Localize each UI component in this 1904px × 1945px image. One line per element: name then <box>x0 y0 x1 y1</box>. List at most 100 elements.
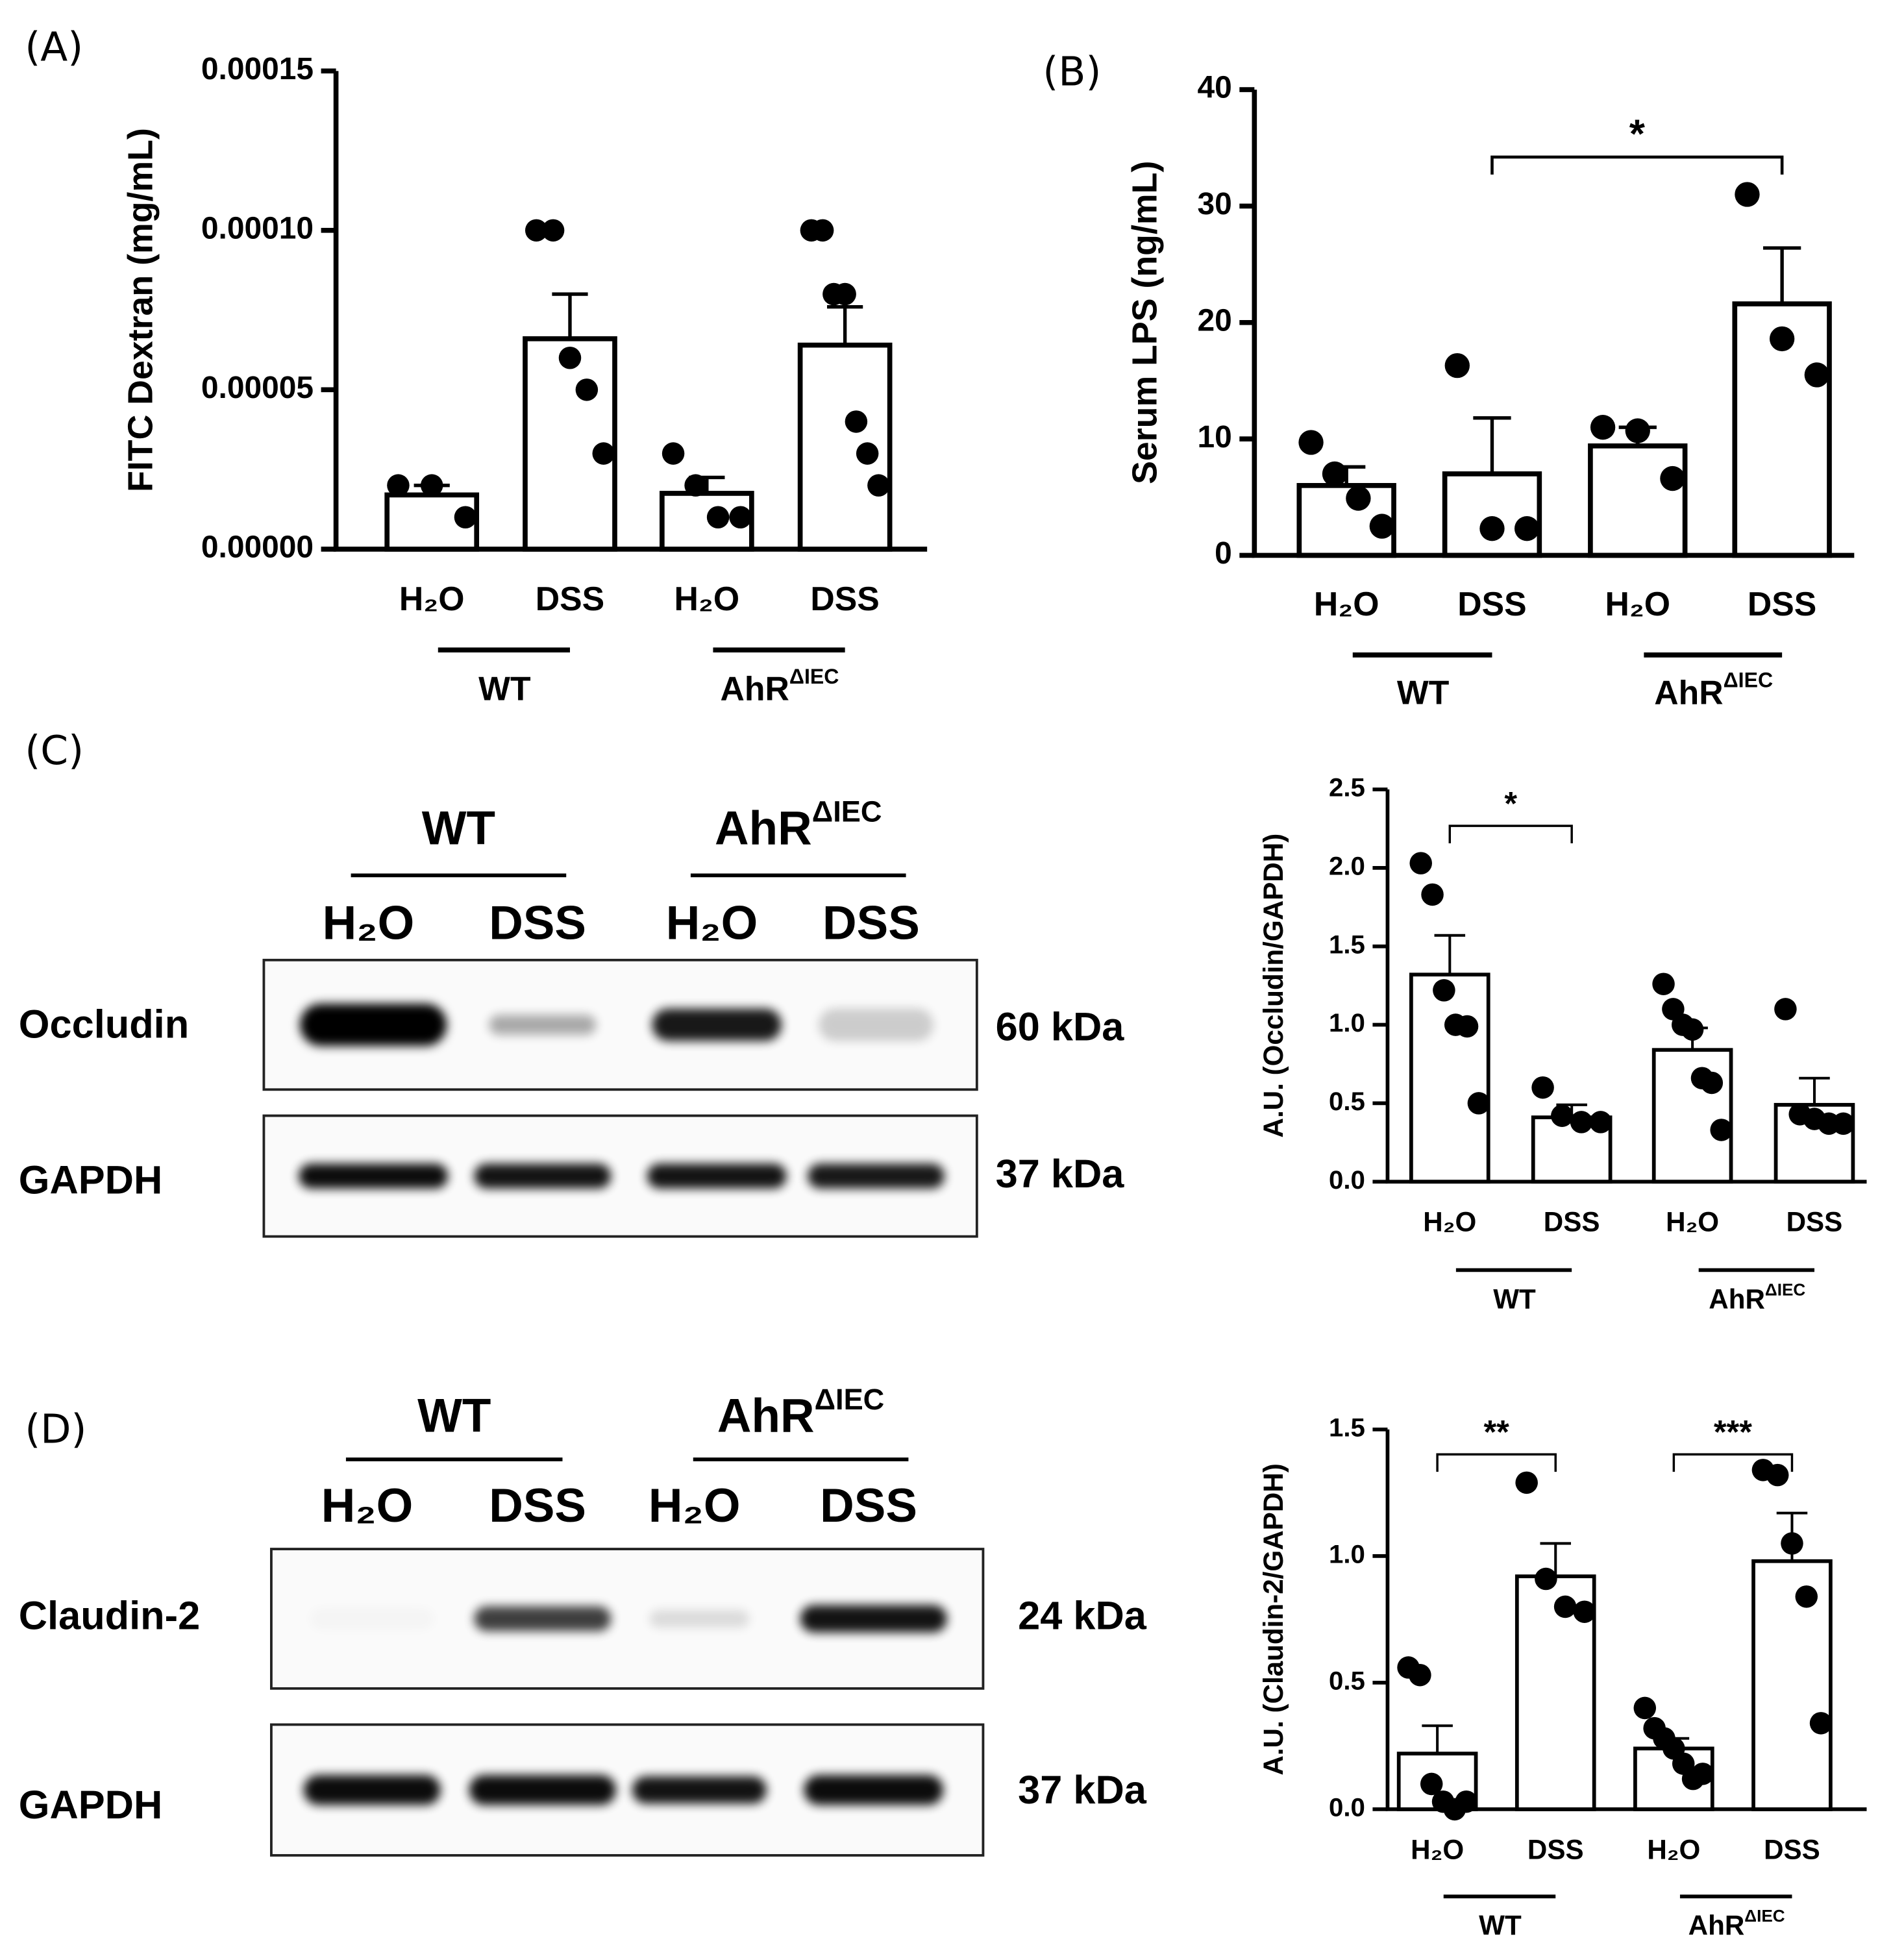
size-label: 37 kDa <box>1018 1768 1147 1813</box>
group-label: WT <box>417 1390 491 1443</box>
x-tick-label: DSS <box>1457 585 1526 623</box>
bar <box>523 336 617 552</box>
y-tick-label: 1.5 <box>1329 1413 1365 1443</box>
y-tick-label: 0.0 <box>1329 1793 1365 1822</box>
group-label-superscript: ΔIEC <box>1765 1280 1805 1299</box>
data-point <box>387 474 410 497</box>
data-point <box>1809 1712 1833 1735</box>
x-tick-label: H₂O <box>1605 585 1670 623</box>
data-point <box>1710 1119 1733 1141</box>
group-label-base: WT <box>478 669 531 707</box>
blot-band <box>632 1776 767 1804</box>
blot-band <box>469 1775 616 1805</box>
y-tick-label: 0.5 <box>1329 1087 1365 1116</box>
group-label: WT <box>478 669 531 707</box>
data-point <box>575 378 599 401</box>
blot-band <box>804 1775 944 1805</box>
group-label-superscript: ΔIEC <box>1724 669 1774 692</box>
data-point <box>1590 414 1616 440</box>
group-label: AhRΔIEC <box>715 795 882 854</box>
panel-label: (C) <box>25 728 84 774</box>
y-tick-label: 0 <box>1215 536 1232 571</box>
group-label-base: WT <box>1479 1910 1522 1940</box>
group-label-base: WT <box>422 802 495 854</box>
lane-label: H₂O <box>666 897 758 949</box>
x-tick-label: H₂O <box>1411 1834 1464 1864</box>
blot-band <box>474 1163 612 1189</box>
bar <box>1409 972 1490 1184</box>
significance-label: * <box>1629 112 1646 157</box>
data-point <box>420 474 443 497</box>
row-label: GAPDH <box>19 1158 163 1202</box>
data-point <box>1515 1471 1538 1494</box>
data-point <box>1652 972 1675 995</box>
y-tick-label: 1.0 <box>1329 1540 1365 1569</box>
group-label-superscript: ΔIEC <box>1744 1906 1785 1926</box>
data-point <box>1514 516 1540 541</box>
y-tick-label: 0.00000 <box>201 530 314 565</box>
lane-label: DSS <box>489 897 586 949</box>
x-tick-label: H₂O <box>1314 585 1379 623</box>
data-point <box>592 442 615 465</box>
significance-label: ** <box>1483 1413 1509 1450</box>
y-tick-label: 20 <box>1198 303 1232 338</box>
data-point <box>1467 1092 1490 1115</box>
lane-label: DSS <box>489 1480 586 1532</box>
row-label: Claudin-2 <box>19 1594 200 1639</box>
data-point <box>1420 1772 1443 1796</box>
group-label: WT <box>1493 1283 1536 1314</box>
row-label: GAPDH <box>19 1783 163 1827</box>
x-tick-label: DSS <box>1764 1834 1820 1864</box>
data-point <box>856 442 879 465</box>
data-point <box>1804 362 1829 388</box>
data-point <box>1700 1071 1724 1095</box>
blot-band <box>474 1606 612 1631</box>
y-axis-title: FITC Dextran (mg/mL) <box>121 128 160 492</box>
x-tick-label: H₂O <box>1666 1207 1719 1237</box>
group-label-base: WT <box>1397 673 1450 711</box>
group-label-superscript: ΔIEC <box>815 1383 885 1416</box>
data-point <box>1479 516 1505 541</box>
bar <box>1732 301 1832 558</box>
blot-band <box>303 1775 441 1805</box>
blot-band <box>808 1163 945 1189</box>
group-label-base: AhR <box>717 1390 815 1443</box>
y-tick-label: 0.0 <box>1329 1165 1365 1195</box>
data-point <box>1409 1663 1431 1687</box>
y-axis-title: A.U. (Occludin/GAPDH) <box>1258 834 1289 1138</box>
group-label: WT <box>1397 673 1450 711</box>
panel-label: (A) <box>25 24 83 70</box>
size-label: 60 kDa <box>996 1004 1125 1049</box>
lane-label: H₂O <box>649 1480 741 1532</box>
group-label-base: WT <box>417 1390 491 1443</box>
data-point <box>1298 430 1324 455</box>
group-label-base: AhR <box>721 669 789 707</box>
data-point <box>1625 418 1650 443</box>
size-label: 24 kDa <box>1018 1594 1147 1639</box>
data-point <box>454 506 477 529</box>
x-tick-label: DSS <box>1748 585 1816 623</box>
group-label-base: AhR <box>1654 673 1723 711</box>
x-tick-label: H₂O <box>674 580 740 617</box>
group-label-superscript: ΔIEC <box>812 795 882 828</box>
data-point <box>1421 883 1444 906</box>
data-point <box>1455 1015 1479 1038</box>
data-point <box>1774 998 1797 1021</box>
group-label: AhRΔIEC <box>1654 669 1773 711</box>
x-tick-label: DSS <box>1527 1834 1584 1864</box>
x-tick-label: H₂O <box>1647 1834 1700 1864</box>
lane-label: H₂O <box>323 897 415 949</box>
y-tick-label: 0.00015 <box>201 52 314 86</box>
data-point <box>1346 486 1371 511</box>
group-label: AhRΔIEC <box>717 1383 884 1443</box>
data-point <box>811 219 834 242</box>
group-label: AhRΔIEC <box>1709 1280 1805 1314</box>
data-point <box>661 442 685 465</box>
y-tick-label: 40 <box>1198 71 1232 105</box>
y-tick-label: 30 <box>1198 187 1232 221</box>
bar <box>1588 443 1688 558</box>
bar <box>1751 1559 1833 1811</box>
panel-label: (D) <box>25 1406 86 1452</box>
